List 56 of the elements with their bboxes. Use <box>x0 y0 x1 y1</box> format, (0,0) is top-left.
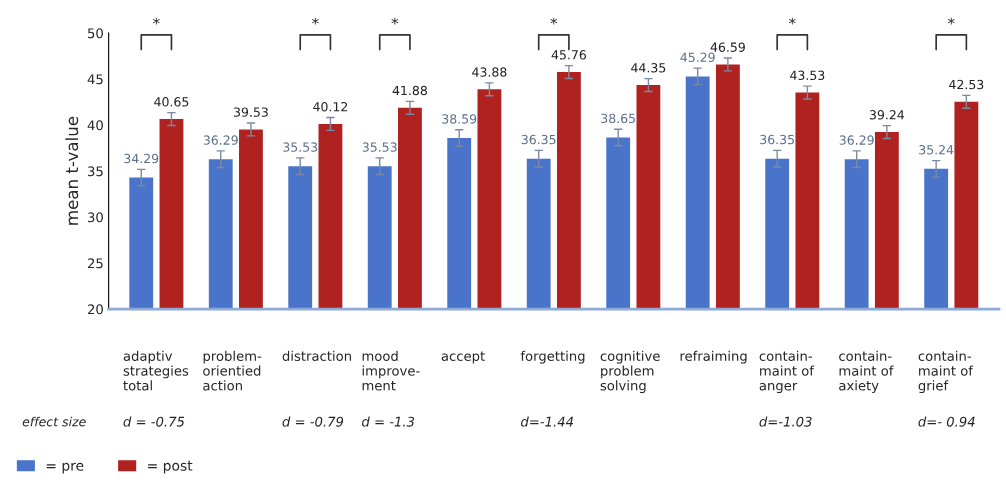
data-label: 41.88 <box>392 85 427 96</box>
y-tick-label: 40 <box>87 120 103 131</box>
text: effect size <box>22 416 86 427</box>
data-label: 40.12 <box>313 101 348 112</box>
data-label: 36.29 <box>203 135 238 145</box>
text: d = -1.3 <box>362 416 415 427</box>
y-tick-label: 35 <box>88 166 103 177</box>
legend-label: = post <box>148 460 193 474</box>
data-label: 43.88 <box>472 67 507 77</box>
x-tick-label: contain- maint of grief <box>918 350 974 394</box>
text: * <box>550 17 558 25</box>
text: * <box>311 17 319 25</box>
text: d=- 0.94 <box>918 416 975 427</box>
text: d=-1.44 <box>521 416 574 427</box>
text: * <box>391 17 399 25</box>
data-label: 44.35 <box>631 63 666 73</box>
y-tick-label: 50 <box>88 28 103 39</box>
data-label: 36.35 <box>760 134 794 145</box>
data-label: 36.29 <box>839 135 874 145</box>
text: * <box>788 17 796 25</box>
text: d = -0.79 <box>282 416 344 427</box>
data-label: 36.35 <box>521 134 556 145</box>
text: d=-1.03 <box>759 416 812 427</box>
x-tick-label: contain- maint of axiety <box>839 350 894 394</box>
data-label: 34.29 <box>124 153 159 164</box>
y-tick-label: 25 <box>87 258 103 269</box>
y-axis-title: mean t-value <box>65 116 79 225</box>
x-tick-label: cognitive problem solving <box>600 350 660 394</box>
legend-label: = pre <box>46 462 84 474</box>
x-tick-label: forgetting <box>520 350 585 364</box>
x-tick-label: mood improve- ment <box>362 350 420 391</box>
data-label: 42.53 <box>949 79 984 90</box>
x-tick-label: adaptiv strategies total <box>123 350 189 391</box>
data-label: 45.76 <box>551 50 587 60</box>
data-label: 45.29 <box>680 52 715 62</box>
text: * <box>947 17 955 25</box>
data-label: 35.53 <box>283 142 318 152</box>
x-tick-label: problem- orientied action <box>203 350 262 391</box>
data-label: 38.65 <box>601 113 635 124</box>
x-tick-label: accept <box>441 351 485 364</box>
data-label: 35.24 <box>919 145 954 155</box>
x-tick-label: refraiming <box>680 350 747 364</box>
data-label: 39.53 <box>234 107 268 117</box>
text: d = -0.75 <box>123 416 185 427</box>
data-label: 38.59 <box>442 114 477 124</box>
x-tick-label: distraction <box>282 350 351 361</box>
y-tick-label: 45 <box>87 74 103 85</box>
data-label: 35.53 <box>362 142 397 152</box>
data-label: 40.65 <box>154 97 189 107</box>
y-tick-label: 30 <box>88 212 103 223</box>
data-label: 39.24 <box>869 110 905 120</box>
data-label: 43.53 <box>790 70 825 81</box>
data-label: 46.59 <box>710 42 745 52</box>
y-tick-label: 20 <box>87 304 103 315</box>
x-tick-label: contain- maint of anger <box>759 350 815 394</box>
text: * <box>152 17 160 25</box>
